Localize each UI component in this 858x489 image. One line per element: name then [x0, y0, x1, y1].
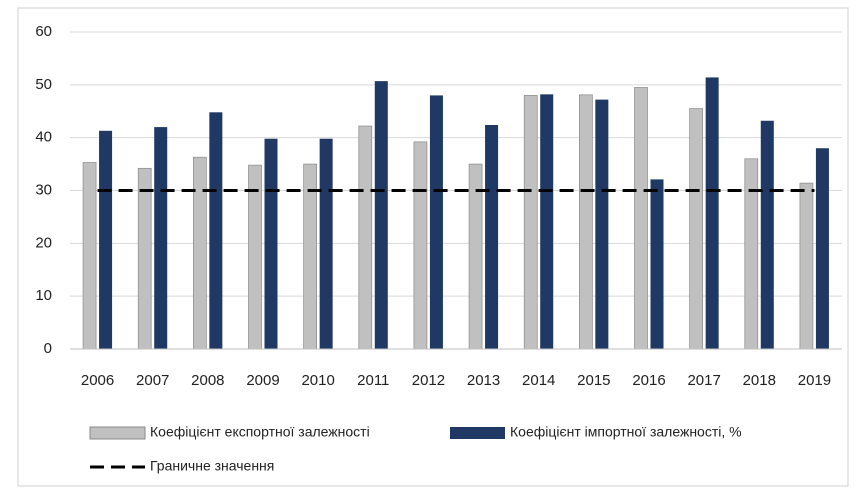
- legend-swatch: [450, 427, 505, 439]
- legend-label: Коефіцієнт імпортної залежності, %: [510, 424, 742, 440]
- x-tick-label: 2010: [301, 372, 334, 389]
- y-tick-label: 20: [35, 234, 52, 251]
- bar: [358, 125, 373, 350]
- y-tick-label: 60: [35, 23, 52, 40]
- x-tick-label: 2015: [577, 372, 610, 389]
- bar: [650, 179, 664, 349]
- legend-label: Коефіцієнт експортної залежності: [150, 424, 370, 440]
- y-tick-label: 40: [35, 129, 52, 146]
- x-tick-label: 2013: [467, 372, 500, 389]
- bar: [689, 108, 703, 350]
- x-tick-label: 2012: [412, 372, 445, 389]
- x-tick-label: 2009: [246, 372, 279, 389]
- bar: [374, 81, 388, 349]
- bar: [319, 138, 333, 349]
- x-tick-label: 2017: [687, 372, 720, 389]
- bar: [137, 167, 152, 350]
- x-tick-label: 2006: [81, 372, 114, 389]
- bar: [760, 120, 774, 349]
- bar: [429, 95, 443, 350]
- bar: [799, 182, 814, 350]
- bar: [595, 99, 609, 349]
- y-tick-label: 0: [44, 340, 52, 357]
- bar: [154, 127, 168, 349]
- chart-frame: [17, 7, 849, 487]
- x-tick-label: 2018: [743, 372, 776, 389]
- bar: [815, 148, 829, 349]
- bar: [744, 158, 759, 350]
- bar: [523, 95, 538, 350]
- bar: [82, 162, 97, 350]
- bar: [485, 124, 499, 349]
- bar: [99, 130, 113, 349]
- legend-label: Граничне значення: [150, 458, 274, 474]
- bar: [705, 77, 719, 349]
- bar: [634, 87, 648, 350]
- x-tick-label: 2007: [136, 372, 169, 389]
- bar: [540, 94, 554, 350]
- x-tick-label: 2016: [632, 372, 665, 389]
- x-tick-label: 2014: [522, 372, 555, 389]
- bar: [579, 94, 593, 350]
- y-tick-label: 10: [35, 287, 52, 304]
- bar: [264, 138, 278, 349]
- bar: [193, 156, 207, 350]
- legend-swatch: [89, 426, 146, 440]
- bar: [209, 112, 223, 349]
- x-tick-label: 2019: [798, 372, 831, 389]
- bar: [248, 164, 262, 350]
- bar: [413, 141, 428, 350]
- x-tick-label: 2008: [191, 372, 224, 389]
- y-tick-label: 30: [35, 181, 52, 198]
- y-tick-label: 50: [35, 76, 52, 93]
- x-tick-label: 2011: [357, 372, 389, 389]
